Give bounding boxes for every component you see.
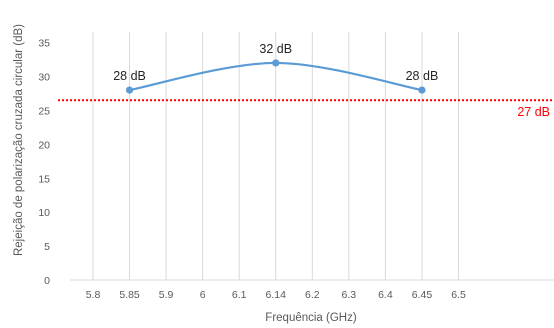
y-axis-title: Rejeição de polarização cruzada circular… <box>13 24 25 256</box>
x-tick-label: 6.1 <box>232 289 247 301</box>
x-tick-label: 6.2 <box>305 289 320 301</box>
reference-line-label: 27 dB <box>517 105 550 119</box>
x-tick-label: 5.85 <box>119 289 140 301</box>
y-tick-label: 5 <box>44 241 50 253</box>
series-group: 28 dB 32 dB 28 dB <box>113 42 438 94</box>
data-point <box>125 86 134 94</box>
y-tick-label: 35 <box>38 38 50 50</box>
x-tick-label: 6.14 <box>266 289 287 301</box>
data-point <box>272 59 280 67</box>
x-tick-label: 5.8 <box>86 289 101 301</box>
data-label: 28 dB <box>113 69 146 83</box>
x-tick-label: 5.9 <box>159 289 174 301</box>
x-tick-label: 6.5 <box>451 289 466 301</box>
x-tick-label: 6 <box>200 289 206 301</box>
y-axis-ticks: 0 5 10 15 20 25 30 35 <box>38 38 50 287</box>
x-tick-label: 6.4 <box>378 289 393 301</box>
reference-line-group: 27 dB <box>58 99 554 119</box>
grid-lines <box>70 32 554 281</box>
x-tick-label: 6.45 <box>412 289 433 301</box>
data-point <box>418 86 426 94</box>
y-tick-label: 25 <box>38 105 50 117</box>
y-tick-label: 15 <box>38 173 50 185</box>
x-axis-title: Frequência (GHz) <box>265 312 357 324</box>
data-label: 28 dB <box>406 69 439 83</box>
y-tick-label: 30 <box>38 72 50 84</box>
y-tick-label: 0 <box>44 275 50 287</box>
x-axis-ticks: 5.8 5.85 5.9 6 6.1 6.14 6.2 6.3 6.4 6.45 6.5 <box>86 289 466 301</box>
y-tick-label: 10 <box>38 207 50 219</box>
data-label: 32 dB <box>259 42 292 56</box>
y-tick-label: 20 <box>38 139 50 151</box>
x-tick-label: 6.3 <box>342 289 357 301</box>
